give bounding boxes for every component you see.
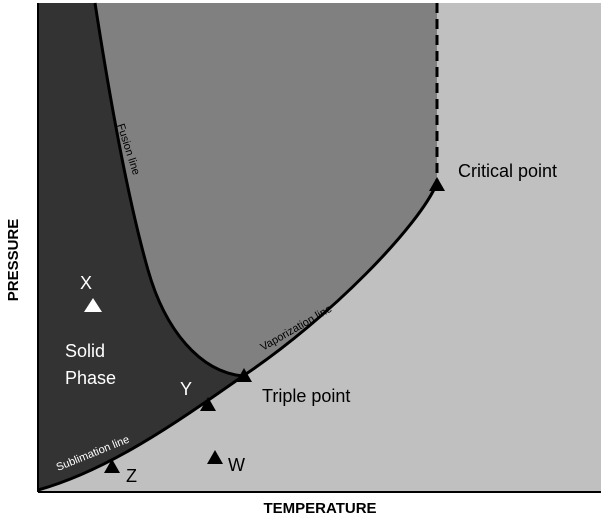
liquid-region [95,3,437,376]
point-x-label: X [80,273,92,293]
point-w-label: W [228,455,245,475]
triple-point-label: Triple point [262,386,350,406]
point-w-marker [207,450,223,464]
point-y-label: Y [180,379,192,399]
x-axis-label: TEMPERATURE [263,500,376,517]
solid-phase-label-line2: Phase [65,368,116,388]
point-z-label: Z [126,466,137,486]
triple-point-marker [236,368,252,382]
solid-phase-label-line1: Solid [65,341,105,361]
point-x-marker [84,298,102,312]
point-z-marker [104,459,120,473]
vaporization-line [242,182,439,378]
sublimation-line [37,374,244,492]
point-y-marker [200,397,216,411]
y-axis-label: PRESSURE [5,219,22,302]
fusion-line [93,2,244,378]
critical-point-marker [429,177,445,191]
critical-point-label: Critical point [458,161,557,181]
